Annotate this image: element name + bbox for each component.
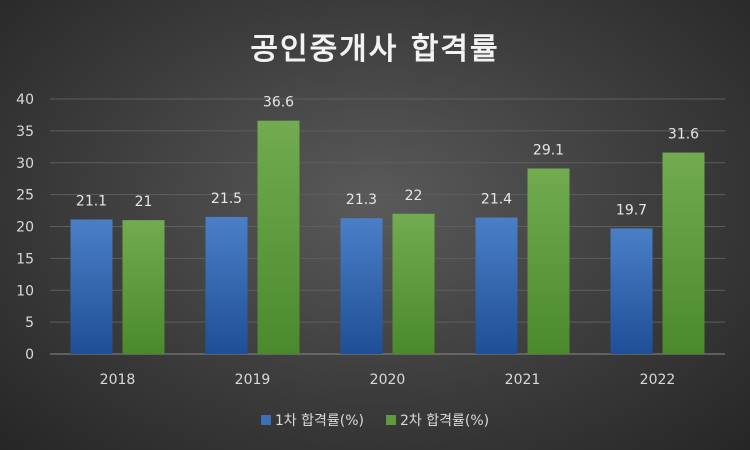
legend-swatch-series-2	[386, 415, 396, 425]
bar-series-2	[122, 220, 165, 354]
y-tick-label: 20	[16, 220, 34, 236]
data-label: 21.5	[211, 191, 242, 207]
bar-series-1	[205, 216, 248, 354]
x-tick-label: 2022	[640, 372, 676, 388]
legend-label-series-2: 2차 합격률(%)	[400, 413, 490, 429]
bar-series-1	[340, 218, 383, 354]
data-label: 21.4	[481, 192, 512, 208]
data-label: 21.3	[346, 192, 377, 208]
legend-item-series-1: 1차 합격률(%)	[260, 410, 364, 430]
x-tick-label: 2019	[235, 372, 271, 388]
bar-series-2	[392, 213, 435, 354]
legend: 1차 합격률(%) 2차 합격률(%)	[0, 410, 750, 430]
bar-series-1	[70, 219, 113, 354]
y-tick-label: 0	[25, 347, 34, 363]
legend-label-series-1: 1차 합격률(%)	[274, 413, 364, 429]
data-label: 29.1	[533, 142, 564, 158]
bar-series-1	[610, 228, 653, 354]
legend-item-series-2: 2차 합격률(%)	[386, 410, 489, 430]
data-label: 21.1	[76, 193, 107, 209]
data-label: 22	[405, 188, 423, 204]
y-tick-label: 30	[16, 156, 34, 172]
bar-series-2	[662, 152, 705, 354]
y-tick-label: 10	[16, 283, 34, 299]
bar-series-2	[257, 120, 300, 354]
data-label: 36.6	[263, 95, 294, 111]
chart-title: 공인중개사 합격률	[250, 32, 500, 67]
y-tick-label: 5	[25, 315, 34, 331]
y-tick-label: 25	[16, 188, 34, 204]
bar-series-1	[475, 217, 518, 354]
x-tick-label: 2020	[370, 372, 406, 388]
y-tick-label: 35	[16, 124, 34, 140]
x-tick-label: 2021	[505, 372, 541, 388]
data-label: 19.7	[616, 202, 647, 218]
y-tick-label: 15	[16, 251, 34, 267]
data-label: 31.6	[668, 127, 699, 143]
legend-swatch-series-1	[260, 415, 271, 425]
y-tick-label: 40	[16, 92, 34, 108]
x-tick-label: 2018	[100, 372, 136, 388]
bar-series-2	[527, 168, 570, 354]
data-label: 21	[135, 194, 153, 210]
